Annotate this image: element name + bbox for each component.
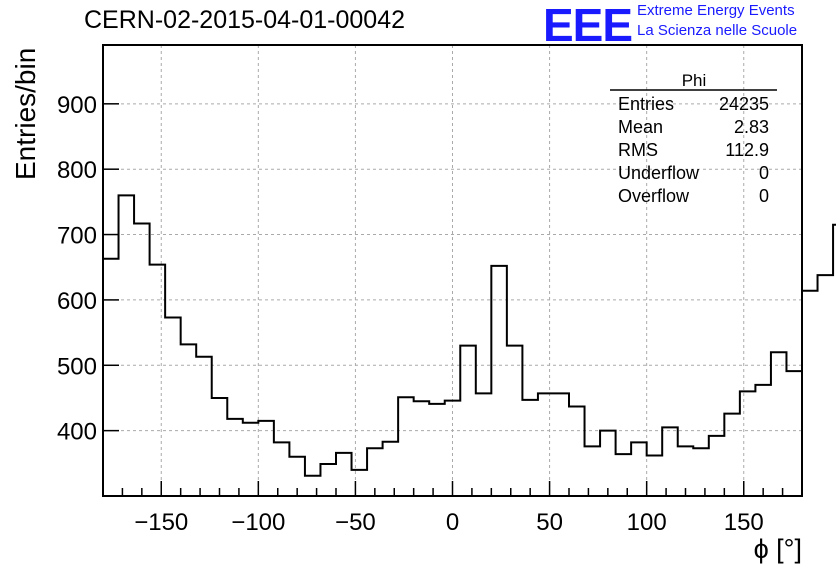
x-tick-label: 100 xyxy=(627,509,667,536)
stats-row-value: 112.9 xyxy=(725,140,769,160)
x-tick-label: −100 xyxy=(231,509,285,536)
x-tick-label: 0 xyxy=(446,509,459,536)
y-tick-label: 600 xyxy=(57,288,97,315)
stats-row-label: Underflow xyxy=(618,163,700,183)
stats-row-label: Mean xyxy=(618,117,663,137)
stats-row-label: Overflow xyxy=(618,186,690,206)
logo-subtitle-line1: Extreme Energy Events xyxy=(637,2,795,19)
y-tick-label: 400 xyxy=(57,419,97,446)
y-axis-label: Entries/bin xyxy=(10,47,41,180)
stats-title: Phi xyxy=(682,71,707,90)
x-tick-label: −50 xyxy=(335,509,376,536)
stats-row-value: 0 xyxy=(759,163,769,183)
stats-row-label: RMS xyxy=(618,140,658,160)
x-tick-label: 150 xyxy=(724,509,764,536)
run-title: CERN-02-2015-04-01-00042 xyxy=(84,6,406,34)
y-tick-label: 900 xyxy=(57,92,97,119)
eee-logo: EEE xyxy=(543,0,633,51)
axis-ticks xyxy=(102,103,803,496)
x-tick-label: −150 xyxy=(134,509,188,536)
stats-row-value: 2.83 xyxy=(734,117,769,137)
stats-row-label: Entries xyxy=(618,94,674,114)
grid-lines xyxy=(103,45,802,496)
x-axis-label: ϕ [°] xyxy=(753,534,802,564)
y-tick-label: 700 xyxy=(57,223,97,250)
stats-box: Phi Entries 24235 Mean 2.83 RMS 112.9 Underflo… xyxy=(610,71,777,206)
histogram-step-line xyxy=(102,194,836,496)
stats-row-value: 24235 xyxy=(719,94,769,114)
y-tick-label: 500 xyxy=(57,353,97,380)
stats-row-value: 0 xyxy=(759,186,769,206)
logo-subtitle-line2: La Scienza nelle Scuole xyxy=(637,22,798,39)
x-tick-label: 50 xyxy=(536,509,563,536)
tick-labels: −150 −100 −50 0 50 100 150 400 500 600 700 800 900 xyxy=(57,92,764,536)
y-tick-label: 800 xyxy=(57,157,97,184)
